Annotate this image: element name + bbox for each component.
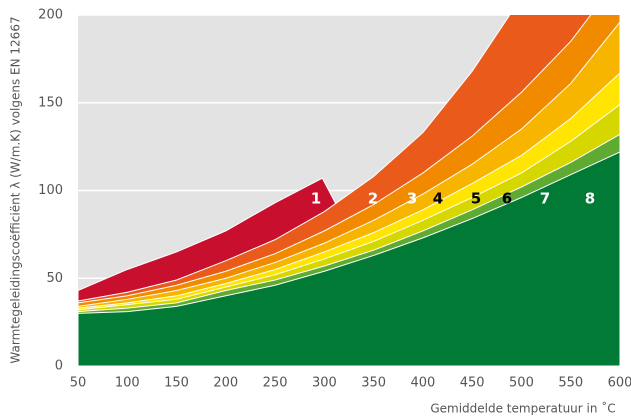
x-tick-label: 350	[361, 376, 386, 391]
y-tick-label: 0	[55, 359, 63, 374]
x-tick-label: 150	[164, 376, 189, 391]
x-tick-label: 300	[312, 376, 337, 391]
x-tick-label: 100	[115, 376, 140, 391]
band-label: 1	[311, 190, 321, 208]
x-axis-label: Gemiddelde temperatuur in ˚C	[430, 401, 615, 416]
x-tick-label: 550	[558, 376, 583, 391]
y-axis-label: Warmtegeleidingscoëfficiënt λ (W/m.K) vo…	[9, 16, 23, 363]
x-tick-label: 600	[608, 376, 631, 391]
band-label: 2	[368, 190, 378, 208]
y-tick-label: 50	[46, 271, 63, 286]
x-tick-label: 450	[460, 376, 485, 391]
band-label: 3	[407, 190, 417, 208]
y-tick-label: 100	[38, 183, 63, 198]
x-tick-label: 500	[509, 376, 534, 391]
band-label: 8	[585, 190, 595, 208]
x-tick-label: 250	[263, 376, 288, 391]
band-label: 7	[540, 190, 550, 208]
x-tick-label: 400	[410, 376, 435, 391]
x-tick-label: 50	[70, 376, 87, 391]
area-band	[78, 151, 620, 366]
band-label: 4	[433, 190, 443, 208]
band-label: 6	[502, 190, 512, 208]
areas	[78, 15, 620, 366]
x-tick-label: 200	[213, 376, 238, 391]
y-tick-label: 150	[38, 95, 63, 110]
y-tick-label: 200	[38, 8, 63, 23]
band-label: 5	[471, 190, 481, 208]
